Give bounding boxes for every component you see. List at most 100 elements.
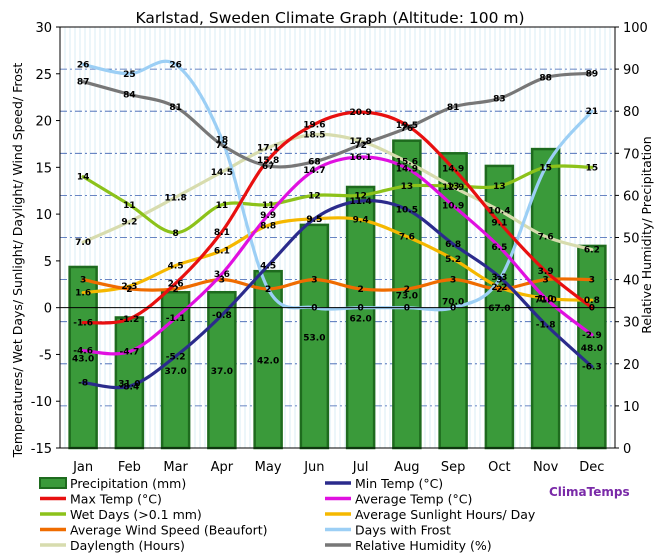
average-temp-c-line: [81, 155, 594, 356]
average-wind-speed-beaufort-label: 2: [172, 285, 178, 295]
relative-humidity-label: 81: [447, 103, 460, 113]
min-temp-c-label: -8: [78, 379, 88, 389]
x-tick-label: Nov: [533, 460, 559, 475]
left-tick-label: 20: [35, 115, 52, 130]
right-tick-label: 60: [623, 189, 640, 204]
wet-days-0-1-mm-label: 11: [123, 201, 136, 211]
x-tick-label: Jan: [72, 460, 93, 475]
average-sunlight-hours-day-label: 6.1: [214, 247, 230, 257]
average-temp-c-label: 14.9: [396, 164, 418, 174]
min-temp-c-line: [81, 199, 594, 390]
average-temp-c-label: 6.5: [491, 243, 507, 253]
average-temp-c-label: -4.7: [120, 348, 140, 358]
chart-title: Karlstad, Sweden Climate Graph (Altitude…: [135, 9, 524, 27]
average-sunlight-hours-day-label: 9.5: [306, 215, 322, 225]
relative-humidity-label: 68: [308, 158, 321, 168]
relative-humidity-line: [81, 71, 594, 169]
average-sunlight-hours-day-label: 0.8: [584, 296, 600, 306]
daylength-hours-label: 9.2: [121, 218, 137, 228]
legend-item: Wet Days (>0.1 mm): [70, 507, 202, 522]
days-with-frost-label: 0: [311, 304, 317, 314]
average-wind-speed-beaufort-line: [81, 277, 594, 292]
min-temp-c-label: 4.5: [260, 262, 276, 272]
right-tick-label: 30: [623, 316, 640, 331]
average-wind-speed-beaufort-label: 2: [265, 285, 271, 295]
average-temp-c-label: 3.6: [214, 270, 230, 280]
precipitation-label: 67.0: [488, 304, 510, 314]
relative-humidity-label: 83: [493, 95, 506, 105]
legend-item: Average Sunlight Hours/ Day: [355, 507, 536, 522]
relative-humidity-label: 89: [586, 69, 599, 79]
axes: -15-10-505101520253001020304050607080901…: [31, 21, 648, 475]
min-temp-c-label: -8.4: [120, 382, 140, 392]
wet-days-0-1-mm-label: 11: [216, 201, 229, 211]
wet-days-0-1-mm-label: 15: [539, 163, 552, 173]
legend-item: Daylength (Hours): [70, 538, 185, 553]
precipitation-label: 53.0: [303, 333, 325, 343]
days-with-frost-label: 18: [216, 135, 229, 145]
average-sunlight-hours-day-label: 4.5: [168, 262, 184, 272]
right-tick-label: 90: [623, 63, 640, 78]
wet-days-0-1-mm-label: 14: [77, 173, 90, 183]
precipitation-label: 62.0: [350, 314, 372, 324]
wet-days-0-1-mm-line: [81, 164, 594, 235]
daylength-hours-label: 14.5: [211, 168, 233, 178]
min-temp-c-label: -6.3: [582, 363, 602, 373]
legend-item: Precipitation (mm): [70, 476, 186, 491]
daylength-hours-label: 7.0: [75, 238, 91, 248]
precipitation-label: 37.0: [211, 367, 233, 377]
min-temp-c-label: 9.5: [306, 215, 322, 225]
average-wind-speed-beaufort-label: 3: [589, 276, 595, 286]
days-with-frost-label: 0: [357, 304, 363, 314]
precipitation-label: 70.0: [442, 298, 464, 308]
max-temp-c-label: 8.1: [214, 228, 230, 238]
relative-humidity-label: 87: [77, 78, 90, 88]
x-tick-label: Apr: [211, 460, 234, 475]
daylength-hours-label: 18.5: [303, 131, 325, 141]
right-tick-label: 20: [623, 358, 640, 373]
max-temp-c-label: 2.6: [168, 279, 184, 289]
right-tick-label: 40: [623, 274, 640, 289]
left-tick-label: 30: [35, 21, 52, 36]
daylength-hours-label: 11.8: [165, 193, 187, 203]
days-with-frost-label: 21: [586, 107, 599, 117]
right-axis-label: Relative Humidity/ Precipitation: [639, 136, 654, 333]
average-wind-speed-beaufort-label: 3: [450, 276, 456, 286]
average-sunlight-hours-day-label: 7.6: [399, 233, 415, 243]
max-temp-c-label: 20.9: [350, 108, 372, 118]
average-temp-c-label: -2.9: [582, 331, 602, 341]
max-temp-c-label: 15.8: [257, 156, 279, 166]
right-tick-label: 100: [623, 21, 648, 36]
average-wind-speed-beaufort-label: 3: [80, 276, 86, 286]
average-wind-speed-beaufort-label: 2: [404, 285, 410, 295]
wet-days-0-1-mm-label: 8: [172, 229, 178, 239]
x-tick-label: Oct: [488, 460, 510, 475]
legend-item: Relative Humidity (%): [355, 538, 492, 553]
left-tick-label: 5: [44, 255, 52, 270]
average-temp-c-label: 10.9: [442, 202, 464, 212]
average-wind-speed-beaufort-label: 3: [219, 276, 225, 286]
daylength-hours-label: 10.4: [488, 206, 510, 216]
brand-watermark: ClimaTemps: [549, 485, 630, 499]
left-tick-label: 0: [44, 302, 52, 317]
x-tick-label: Dec: [579, 460, 604, 475]
average-wind-speed-beaufort-label: 2: [126, 285, 132, 295]
max-temp-c-label: 14.9: [442, 164, 464, 174]
min-temp-c-label: 3.3: [491, 273, 507, 283]
average-temp-c-label: -1.1: [166, 314, 186, 324]
max-temp-c-label: 19.5: [396, 121, 418, 131]
average-temp-c-label: 14.7: [303, 166, 325, 176]
left-tick-label: -10: [31, 395, 52, 410]
legend: Precipitation (mm) Min Temp (°C) Max Temp …: [39, 476, 536, 553]
right-tick-label: 0: [623, 442, 631, 457]
days-with-frost-label: 0: [450, 304, 456, 314]
x-tick-label: May: [255, 460, 282, 475]
max-temp-c-label: 19.6: [303, 120, 325, 130]
wet-days-0-1-mm-label: 12: [308, 191, 321, 201]
max-temp-c-line: [81, 110, 594, 325]
relative-humidity-label: 81: [169, 103, 182, 113]
relative-humidity-label: 76: [401, 124, 414, 134]
legend-item: Min Temp (°C): [355, 476, 443, 491]
legend-item: Average Temp (°C): [355, 492, 472, 507]
min-temp-c-label: 6.8: [445, 240, 461, 250]
